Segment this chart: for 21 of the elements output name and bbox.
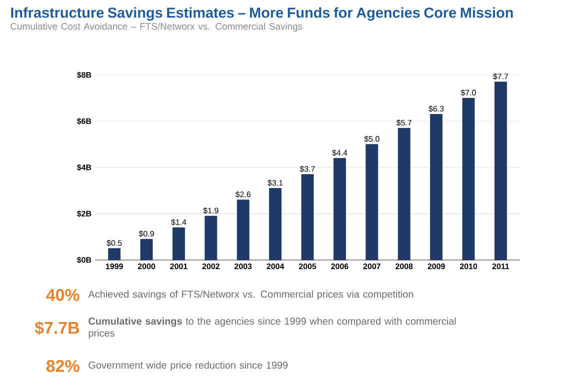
bar [172, 227, 185, 260]
bar [269, 188, 282, 260]
text: 82% [46, 360, 80, 372]
chart-subtitle: Cumulative Cost Avoidance – FTS/Networx vs. Commercial Savings [10, 22, 302, 32]
text: Government wide price reduction since 1999 [88, 361, 288, 371]
bar [108, 248, 121, 260]
text: $7.7B [34, 321, 80, 335]
chart-title: Infrastructure Savings Estimates – More Funds for Agencies Core Mission [11, 7, 513, 21]
bar [301, 174, 314, 260]
bar [494, 82, 507, 260]
text: 40% [46, 289, 80, 301]
bar [462, 98, 475, 260]
bar [236, 200, 250, 260]
text: Achieved savings of FTS/Networx vs. Commercial prices via competition [88, 290, 414, 300]
text: Cumulative savings to the agencies since 1999 when compared with commercial prices [88, 317, 456, 339]
bar [430, 114, 442, 260]
bar [204, 216, 218, 260]
bar [140, 238, 153, 260]
bar [334, 158, 346, 260]
bar [366, 144, 378, 260]
bar [398, 128, 410, 260]
